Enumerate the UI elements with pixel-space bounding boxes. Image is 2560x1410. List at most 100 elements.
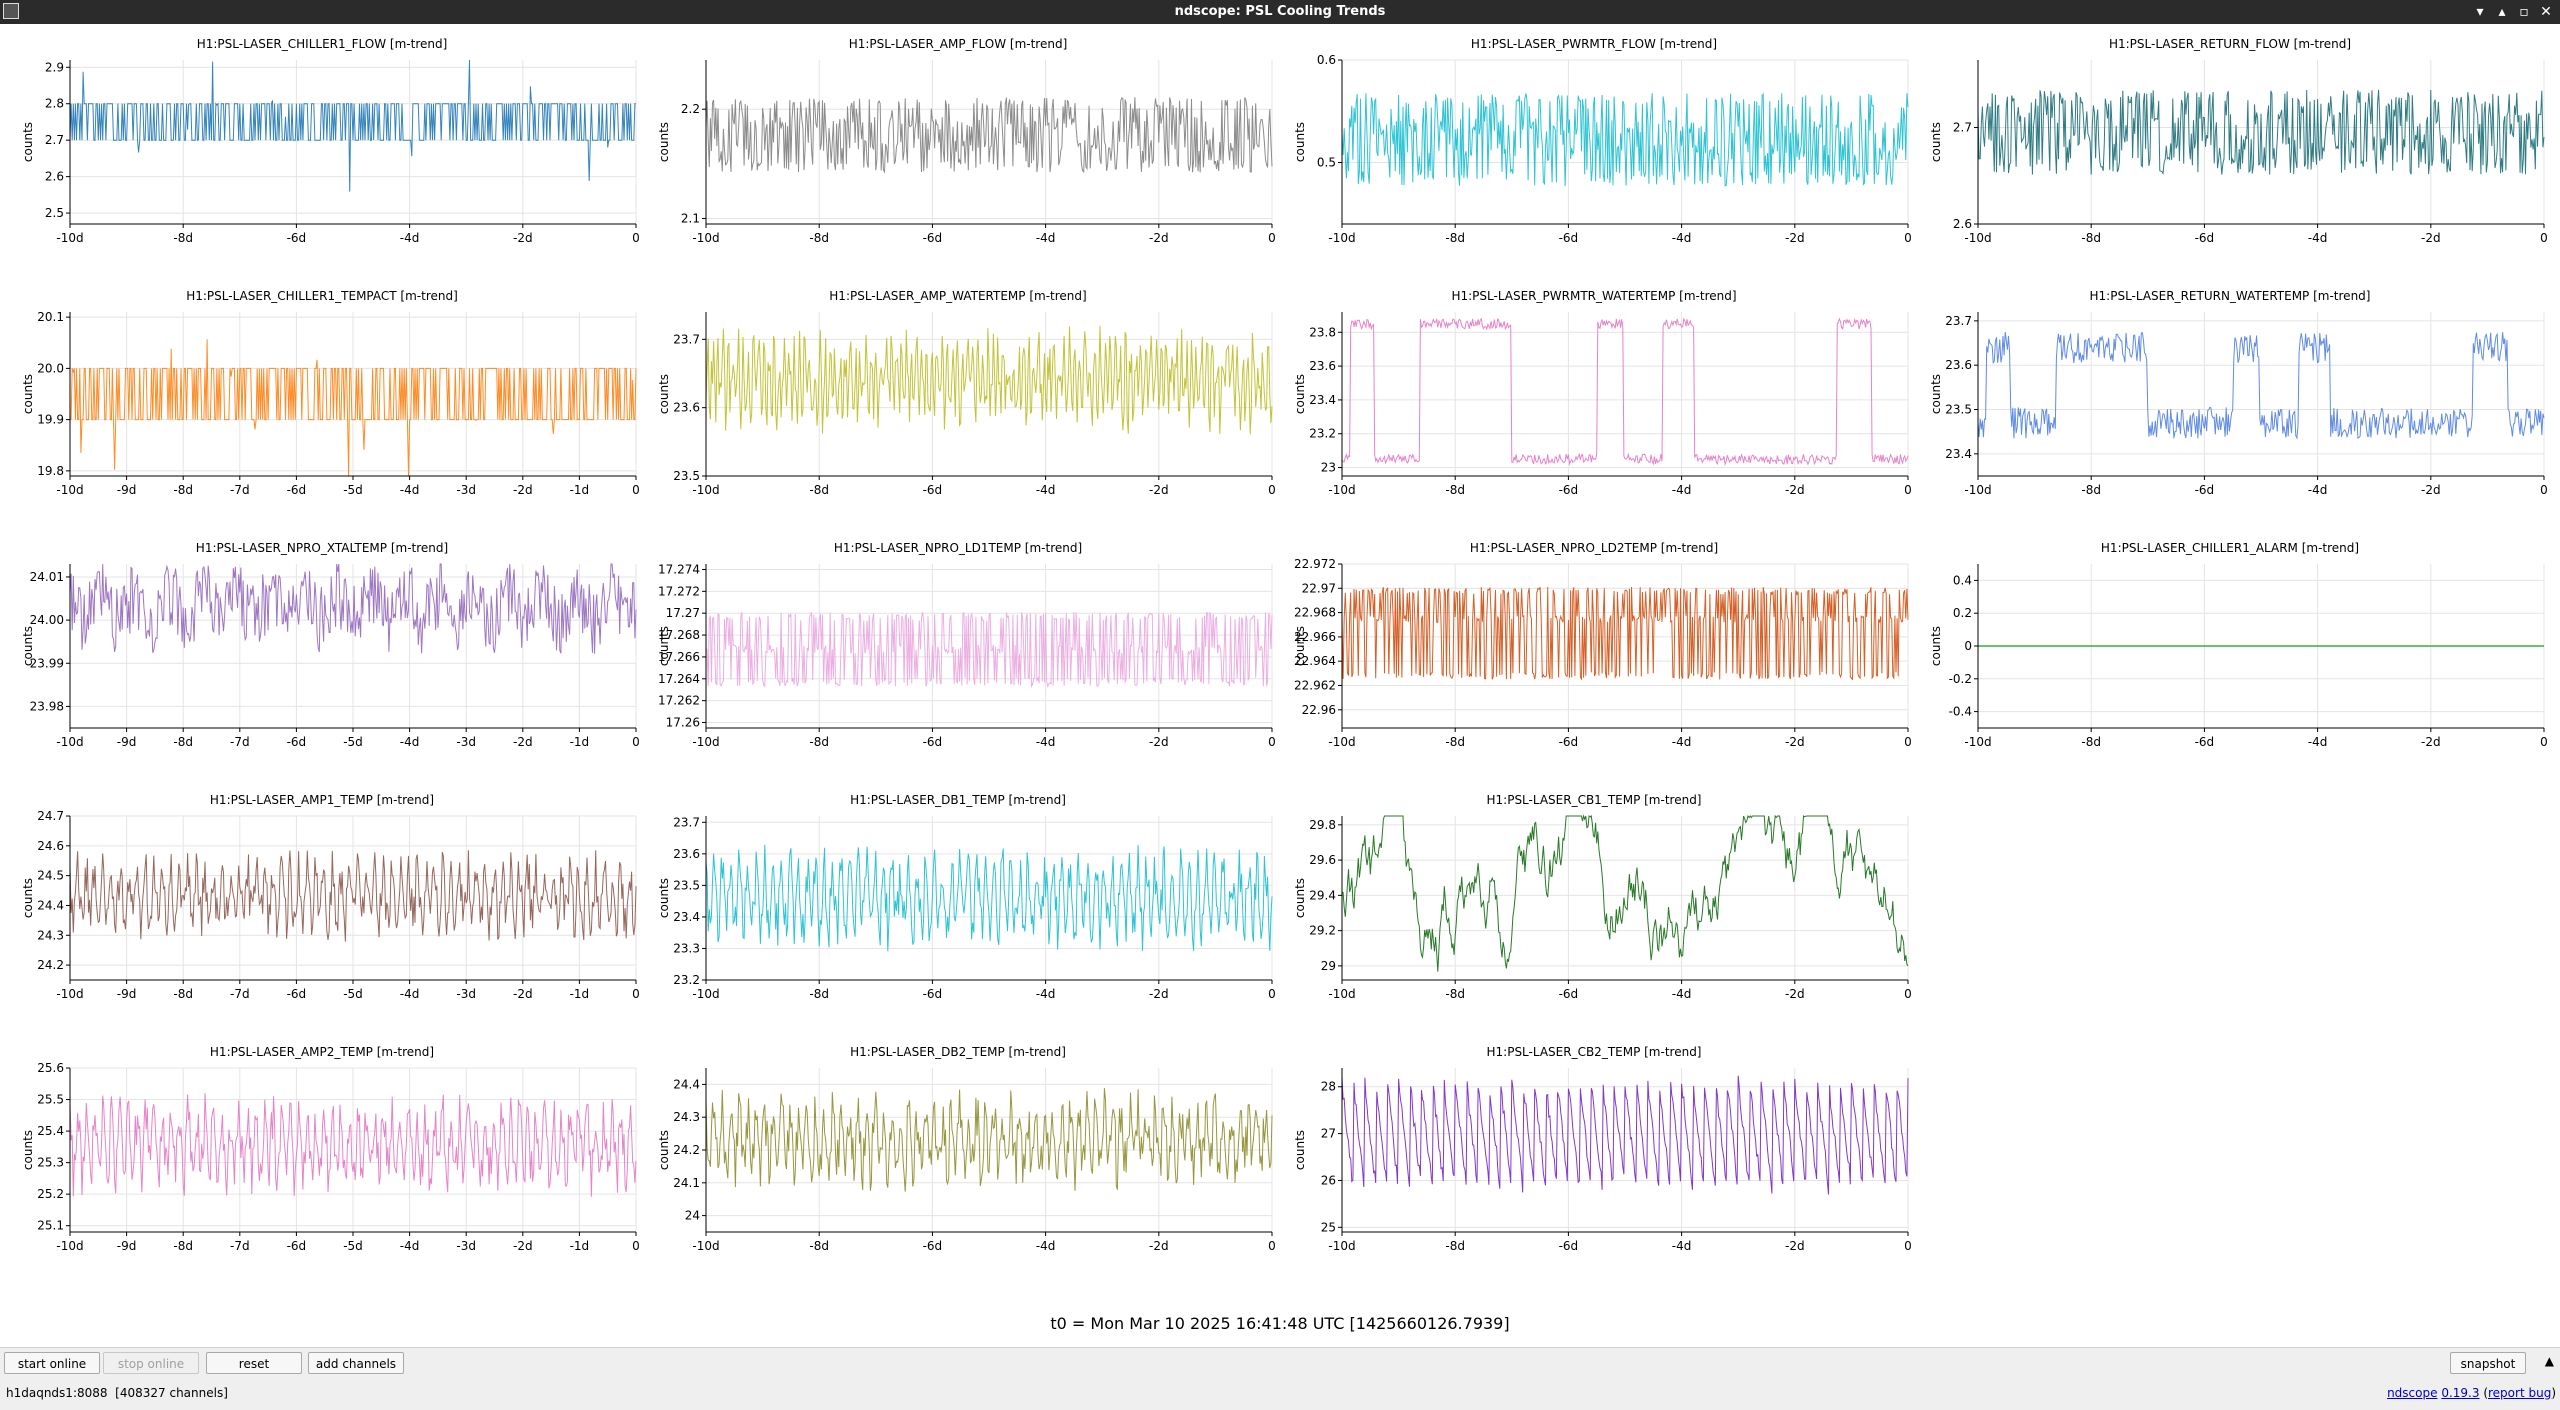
series-line	[69, 1093, 637, 1197]
plot-area[interactable]	[1342, 816, 1908, 980]
plot-title: H1:PSL-LASER_PWRMTR_WATERTEMP [m-trend]	[1451, 289, 1736, 303]
plot-panel[interactable]: H1:PSL-LASER_NPRO_LD1TEMP [m-trend] 17.26…	[657, 541, 1276, 749]
x-tick-label: -6d	[923, 483, 943, 497]
add-channels-button[interactable]: add channels	[308, 1352, 404, 1374]
x-tick-label: -4d	[400, 987, 420, 1001]
series-line	[705, 844, 1273, 952]
plot-area[interactable]	[706, 312, 1272, 476]
x-tick-label: -2d	[1149, 483, 1169, 497]
y-tick-label: 24.4	[37, 898, 64, 912]
plot-panel[interactable]: H1:PSL-LASER_DB1_TEMP [m-trend] 23.2 23.3 2…	[657, 793, 1276, 1001]
report-bug-link[interactable]: report bug	[2488, 1386, 2552, 1400]
y-tick-label: 17.27	[666, 606, 700, 620]
plot-panel[interactable]: H1:PSL-LASER_CHILLER1_FLOW [m-trend] 2.5 2…	[21, 37, 640, 245]
x-tick-label: -8d	[809, 231, 829, 245]
close-icon[interactable]: ✕	[2540, 4, 2552, 20]
x-tick-label: -8d	[173, 483, 193, 497]
series-line	[1341, 814, 1909, 972]
x-tick-label: 0	[1904, 987, 1912, 1001]
y-axis-label: counts	[1929, 626, 1943, 666]
y-tick-label: 19.9	[37, 413, 64, 427]
plot-area[interactable]	[1342, 312, 1908, 476]
plot-panel[interactable]: H1:PSL-LASER_CHILLER1_ALARM [m-trend] -0.…	[1929, 541, 2548, 749]
x-tick-label: -3d	[456, 735, 476, 749]
x-tick-label: -5d	[343, 987, 363, 1001]
app-name-link[interactable]: ndscope	[2387, 1386, 2438, 1400]
maximize-icon[interactable]: ▫	[2519, 4, 2529, 20]
plot-panel[interactable]: H1:PSL-LASER_NPRO_LD2TEMP [m-trend] 22.96…	[1293, 541, 1912, 749]
plot-title: H1:PSL-LASER_CHILLER1_TEMPACT [m-trend]	[186, 289, 458, 303]
plot-panel[interactable]: H1:PSL-LASER_AMP2_TEMP [m-trend] 25.1 25.2…	[21, 1045, 640, 1253]
x-tick-label: -2d	[513, 987, 533, 1001]
x-tick-label: -4d	[2308, 483, 2328, 497]
x-tick-label: 0	[2540, 231, 2548, 245]
series-line	[1977, 89, 2545, 175]
x-tick-label: -7d	[230, 483, 250, 497]
y-axis-label: counts	[21, 122, 35, 162]
x-tick-label: -8d	[2081, 735, 2101, 749]
x-tick-label: -8d	[809, 735, 829, 749]
reset-button[interactable]: reset	[206, 1352, 302, 1374]
y-tick-label: 24.7	[37, 809, 64, 823]
y-tick-label: 29.2	[1309, 924, 1336, 938]
plot-panel[interactable]: H1:PSL-LASER_RETURN_WATERTEMP [m-trend] 2…	[1929, 289, 2548, 497]
plot-panel[interactable]: H1:PSL-LASER_CB2_TEMP [m-trend] 25 26 27 28 -…	[1293, 1045, 1912, 1253]
y-tick-label: 24.4	[673, 1077, 700, 1091]
plot-area[interactable]	[70, 60, 636, 224]
plot-area[interactable]	[1978, 60, 2544, 224]
y-tick-label: 23.5	[673, 878, 700, 892]
plot-area[interactable]	[1978, 312, 2544, 476]
y-tick-label: 29	[1321, 959, 1336, 973]
y-tick-label: 22.968	[1294, 606, 1336, 620]
plot-panel[interactable]: H1:PSL-LASER_AMP_WATERTEMP [m-trend] 23.5…	[657, 289, 1276, 497]
y-tick-label: 23.2	[1309, 427, 1336, 441]
minimize-icon[interactable]: ▾	[2476, 4, 2484, 20]
y-tick-label: 24.3	[37, 928, 64, 942]
y-tick-label: 2.7	[1953, 121, 1972, 135]
y-tick-label: 29.8	[1309, 818, 1336, 832]
x-tick-label: -2d	[513, 231, 533, 245]
plot-panel[interactable]: H1:PSL-LASER_RETURN_FLOW [m-trend] 2.6 2.7…	[1929, 37, 2548, 245]
plot-panel[interactable]: H1:PSL-LASER_DB2_TEMP [m-trend] 24 24.1 24.…	[657, 1045, 1276, 1253]
y-tick-label: 22.96	[1302, 703, 1336, 717]
x-tick-label: -10d	[1964, 483, 1991, 497]
x-tick-label: -7d	[230, 987, 250, 1001]
plot-title: H1:PSL-LASER_PWRMTR_FLOW [m-trend]	[1471, 37, 1717, 51]
y-tick-label: 22.964	[1294, 654, 1336, 668]
y-tick-label: 23.4	[1945, 447, 1972, 461]
version-link[interactable]: 0.19.3	[2441, 1386, 2480, 1400]
x-tick-label: -9d	[117, 735, 137, 749]
x-tick-label: -8d	[2081, 483, 2101, 497]
snapshot-button[interactable]: snapshot	[2450, 1352, 2526, 1374]
x-tick-label: -3d	[456, 483, 476, 497]
plot-grid[interactable]: H1:PSL-LASER_CHILLER1_FLOW [m-trend] 2.5 2…	[0, 24, 2560, 1314]
plot-title: H1:PSL-LASER_AMP_WATERTEMP [m-trend]	[829, 289, 1086, 303]
y-tick-label: 23.5	[1945, 403, 1972, 417]
x-tick-label: -10d	[1328, 1239, 1355, 1253]
x-tick-label: -8d	[1445, 1239, 1465, 1253]
app-menu-icon[interactable]	[3, 3, 19, 19]
stop-online-button[interactable]: stop online	[103, 1352, 199, 1374]
plot-panel[interactable]: H1:PSL-LASER_PWRMTR_WATERTEMP [m-trend] 2…	[1293, 289, 1912, 497]
x-tick-label: -4d	[1672, 231, 1692, 245]
x-tick-label: -2d	[513, 1239, 533, 1253]
y-axis-label: counts	[21, 878, 35, 918]
x-tick-label: -6d	[2195, 231, 2215, 245]
plot-panel[interactable]: H1:PSL-LASER_CHILLER1_TEMPACT [m-trend] 1…	[21, 289, 640, 497]
plot-panel[interactable]: H1:PSL-LASER_NPRO_XTALTEMP [m-trend] 23.9…	[21, 541, 640, 749]
collapse-up-icon[interactable]: ▲	[2544, 1354, 2554, 1368]
restore-icon[interactable]: ▴	[2498, 4, 2506, 20]
x-tick-label: -6d	[1559, 987, 1579, 1001]
x-tick-label: 0	[1268, 483, 1276, 497]
start-online-button[interactable]: start online	[4, 1352, 100, 1374]
plot-area[interactable]	[706, 816, 1272, 980]
plot-panel[interactable]: H1:PSL-LASER_PWRMTR_FLOW [m-trend] 0.5 0.6…	[1293, 37, 1912, 245]
plot-panel[interactable]: H1:PSL-LASER_CB1_TEMP [m-trend] 29 29.2 29.…	[1293, 793, 1912, 1001]
y-tick-label: 2.7	[45, 133, 64, 147]
y-tick-label: 22.97	[1302, 581, 1336, 595]
plot-panel[interactable]: H1:PSL-LASER_AMP_FLOW [m-trend] 2.1 2.2 -10…	[657, 37, 1276, 245]
x-tick-label: -2d	[1149, 735, 1169, 749]
plot-title: H1:PSL-LASER_NPRO_XTALTEMP [m-trend]	[196, 541, 448, 555]
plot-title: H1:PSL-LASER_RETURN_FLOW [m-trend]	[2109, 37, 2351, 51]
plot-panel[interactable]: H1:PSL-LASER_AMP1_TEMP [m-trend] 24.2 24.3…	[21, 793, 640, 1001]
